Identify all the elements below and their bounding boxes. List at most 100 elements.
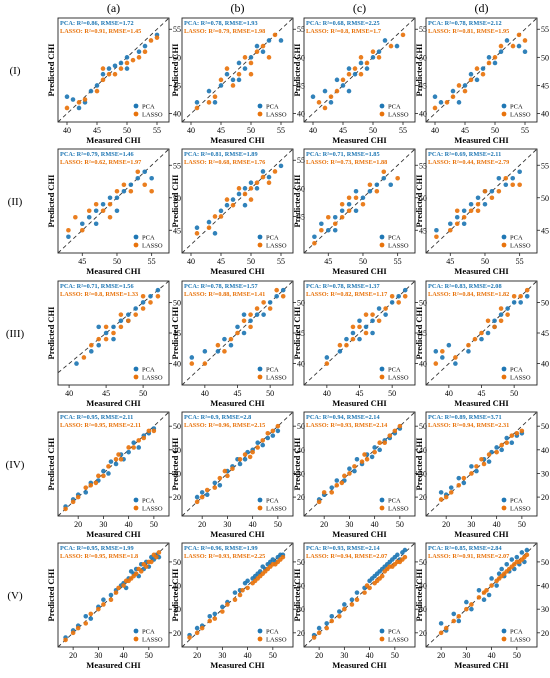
pca-point xyxy=(342,602,347,607)
y-tick-label: 45 xyxy=(541,81,549,90)
lasso-point xyxy=(434,234,439,240)
panel-frame xyxy=(181,542,294,648)
lasso-point xyxy=(237,592,243,598)
pca-point xyxy=(456,475,462,481)
pca-point xyxy=(518,300,523,305)
y-tick-label: 40 xyxy=(297,446,305,455)
pca-point xyxy=(476,587,482,593)
lasso-point xyxy=(242,452,248,457)
row-label: (III) xyxy=(6,328,25,340)
lasso-point xyxy=(514,430,520,436)
pca-point xyxy=(354,456,360,462)
legend-lasso-label: LASSO xyxy=(510,636,531,643)
pca-point xyxy=(228,342,234,348)
x-tick-label: 45 xyxy=(324,257,332,266)
pca-point xyxy=(324,621,330,626)
y-tick-label: 40 xyxy=(173,110,181,119)
pca-point xyxy=(456,618,462,624)
pca-stats-text: PCA: R²=0.71, RMSE=1.85 xyxy=(306,151,380,158)
lasso-point xyxy=(334,88,340,94)
lasso-point xyxy=(116,452,121,457)
x-tick-label: 50 xyxy=(266,389,274,398)
pca-point xyxy=(461,221,467,227)
x-tick-label: 30 xyxy=(223,520,231,529)
lasso-point xyxy=(100,77,106,83)
pca-point xyxy=(358,60,364,66)
lasso-point xyxy=(114,188,120,194)
lasso-point xyxy=(121,182,127,188)
pca-point xyxy=(133,306,138,311)
lasso-point xyxy=(101,473,106,479)
legend-pca-marker xyxy=(501,628,507,634)
lasso-point xyxy=(242,191,248,197)
y-axis-label: Predicted CHI xyxy=(414,568,424,622)
x-axis-label: Measured CHI xyxy=(454,266,509,276)
x-tick-label: 20 xyxy=(193,651,201,660)
lasso-point xyxy=(224,66,230,71)
pca-point xyxy=(332,227,338,233)
lasso-point xyxy=(389,293,395,299)
lasso-point xyxy=(468,77,474,83)
pca-point xyxy=(505,306,510,311)
column-label: (a) xyxy=(107,1,120,15)
y-tick-label: 20 xyxy=(541,493,549,502)
pca-point xyxy=(492,60,498,66)
y-tick-label: 40 xyxy=(297,110,305,119)
lasso-point xyxy=(482,188,488,194)
legend-pca-label: PCA xyxy=(510,497,523,504)
lasso-point xyxy=(215,342,221,348)
lasso-point xyxy=(485,318,491,324)
lasso-point xyxy=(83,621,89,626)
identity-line xyxy=(57,148,170,254)
pca-point xyxy=(135,175,141,181)
lasso-point xyxy=(225,602,230,607)
pca-point xyxy=(496,175,502,181)
lasso-point xyxy=(96,606,101,612)
panel-frame xyxy=(303,411,416,517)
pca-point xyxy=(363,324,369,330)
pca-point xyxy=(131,440,136,446)
legend-pca-marker xyxy=(133,497,139,503)
pca-point xyxy=(66,234,71,240)
pca-point xyxy=(96,324,101,330)
identity-line xyxy=(303,411,416,517)
panel-frame xyxy=(57,411,170,517)
x-tick-label: 40 xyxy=(249,520,257,529)
lasso-point xyxy=(370,49,376,55)
pca-point xyxy=(456,100,462,105)
lasso-point xyxy=(329,618,335,624)
scatter-panel: 45 50 55 45 50 55 Measured CHI Predicted CHI PCA… xyxy=(292,148,427,276)
y-tick-label: 50 xyxy=(297,422,305,431)
pca-point xyxy=(248,55,254,60)
legend-lasso-marker xyxy=(501,505,507,511)
pca-point xyxy=(248,318,253,324)
lasso-point xyxy=(250,449,255,455)
lasso-point xyxy=(76,100,82,105)
pca-point xyxy=(194,494,200,500)
legend-lasso-label: LASSO xyxy=(388,636,409,643)
legend-pca-label: PCA xyxy=(388,628,401,635)
x-axis-label: Measured CHI xyxy=(454,135,509,145)
lasso-point xyxy=(83,485,89,490)
pca-point xyxy=(328,100,334,105)
x-tick-label: 20 xyxy=(442,520,450,529)
pca-point xyxy=(267,300,273,305)
pca-point xyxy=(357,336,362,342)
y-axis-label: Predicted CHI xyxy=(292,306,302,360)
lasso-point xyxy=(199,625,205,631)
legend-lasso-label: LASSO xyxy=(510,111,531,118)
legend-pca-marker xyxy=(379,366,385,372)
legend-pca-marker xyxy=(379,497,385,503)
lasso-point xyxy=(101,602,106,607)
lasso-point xyxy=(96,336,101,342)
lasso-point xyxy=(230,83,236,88)
legend-lasso-label: LASSO xyxy=(142,374,163,381)
lasso-point xyxy=(395,175,400,181)
lasso-point xyxy=(207,618,213,624)
x-axis-label: Measured CHI xyxy=(332,398,387,408)
y-tick-label: 20 xyxy=(419,629,427,638)
lasso-point xyxy=(363,330,369,336)
lasso-stats-text: LASSO: R²=0.8, RMSE=1.33 xyxy=(60,291,138,298)
lasso-point xyxy=(486,60,492,66)
identity-line xyxy=(181,148,294,254)
